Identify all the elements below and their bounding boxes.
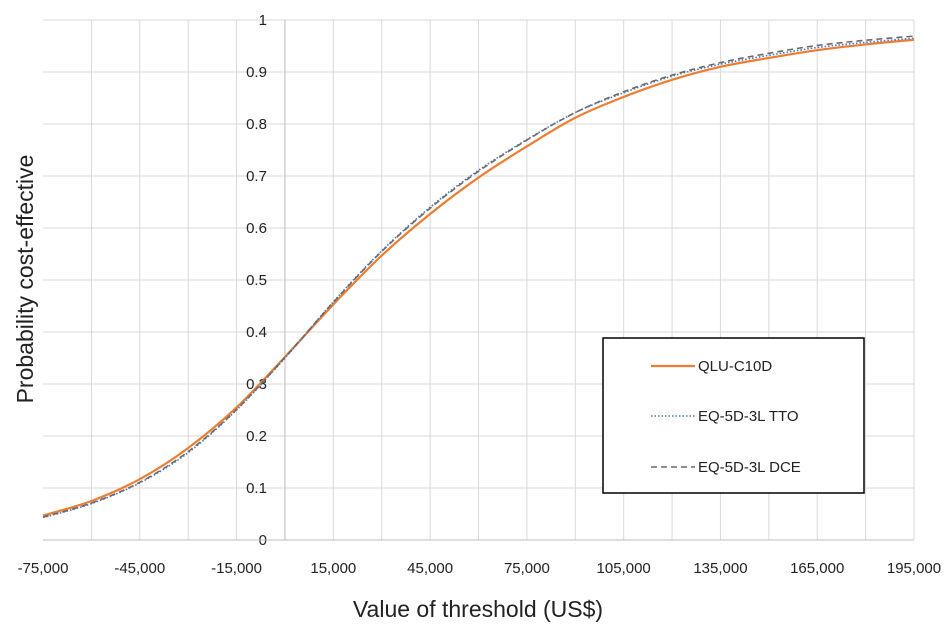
legend-label-qlu-c10d: QLU-C10D bbox=[698, 358, 772, 375]
y-tick-label: 0.7 bbox=[246, 168, 267, 185]
x-tick-label: 105,000 bbox=[597, 560, 651, 577]
y-tick-label: 0.6 bbox=[246, 220, 267, 237]
x-tick-label: 165,000 bbox=[790, 560, 844, 577]
y-tick-label: 0.1 bbox=[246, 480, 267, 497]
x-tick-label: -75,000 bbox=[18, 560, 69, 577]
x-tick-label: 195,000 bbox=[887, 560, 941, 577]
y-axis-ticks: 00.10.20.30.40.50.60.70.80.91 bbox=[246, 12, 267, 549]
series-lines bbox=[42, 35, 915, 519]
series-line-eq-5d-3l-dce bbox=[42, 35, 915, 518]
x-axis-ticks: -75,000 -45,000 -15,000 15,000 45,000 75,000 1… bbox=[18, 560, 942, 577]
x-tick-label: 45,000 bbox=[407, 560, 453, 577]
series-line-qlu-c10d bbox=[42, 38, 915, 517]
x-tick-label: 15,000 bbox=[310, 560, 356, 577]
y-axis-title: Probability cost-effective bbox=[12, 155, 38, 404]
y-tick-label: 0.5 bbox=[246, 272, 267, 289]
legend-label-eq5d-tto: EQ-5D-3L TTO bbox=[698, 408, 799, 425]
legend-label-eq5d-dce: EQ-5D-3L DCE bbox=[698, 459, 801, 476]
x-tick-label: -15,000 bbox=[211, 560, 262, 577]
y-tick-label: 0.4 bbox=[246, 324, 267, 341]
x-tick-label: 75,000 bbox=[504, 560, 550, 577]
x-tick-label: 135,000 bbox=[693, 560, 747, 577]
y-tick-label: 1 bbox=[259, 12, 267, 29]
x-axis-title: Value of threshold (US$) bbox=[353, 596, 603, 622]
y-tick-label: 0.2 bbox=[246, 428, 267, 445]
legend: QLU-C10D EQ-5D-3L TTO EQ-5D-3L DCE bbox=[602, 337, 865, 494]
y-tick-label: 0.8 bbox=[246, 116, 267, 133]
y-tick-label: 0.9 bbox=[246, 64, 267, 81]
legend-box bbox=[602, 337, 865, 494]
x-tick-label: -45,000 bbox=[114, 560, 165, 577]
